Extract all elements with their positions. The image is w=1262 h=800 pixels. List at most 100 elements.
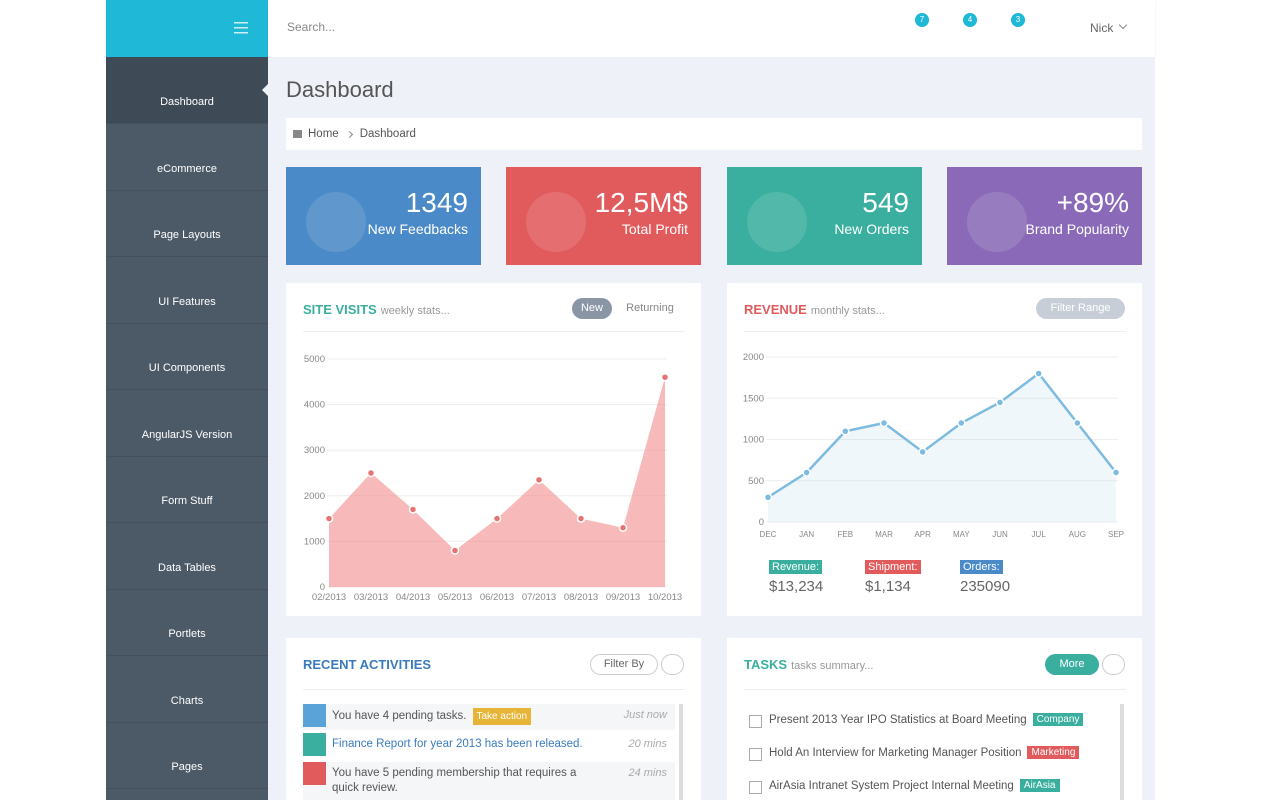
activity-bg	[303, 733, 675, 759]
nav-item[interactable]: AngularJS Version	[106, 390, 268, 457]
activity-text: Finance Report for year 2013 has been re…	[332, 738, 583, 750]
activity-text: You have 5 pending membership that requi…	[332, 767, 577, 794]
task-tag: Marketing	[1027, 746, 1080, 759]
activity-text: You have 4 pending tasks.	[332, 710, 467, 722]
task-checkbox[interactable]	[749, 715, 762, 728]
stat-watermark	[306, 192, 366, 252]
stat-watermark	[526, 192, 586, 252]
stat-watermark	[967, 192, 1027, 252]
breadcrumb-item: Dashboard	[359, 128, 416, 140]
summary-value: 235090	[960, 578, 1011, 595]
panel-title: TASKS tasks summary...	[744, 657, 873, 672]
notification-badge: 7	[915, 13, 929, 27]
home-icon	[293, 130, 302, 138]
stat-card: 12,5M$ Total Profit	[506, 167, 701, 265]
stat-value: 549	[862, 187, 909, 218]
tab-new[interactable]: New	[572, 298, 612, 319]
active-arrow	[262, 83, 269, 97]
notification-badge: 4	[963, 13, 977, 27]
action-tag[interactable]: Take action	[472, 708, 532, 725]
activity-row: You have 4 pending tasks. Take action	[332, 708, 592, 725]
expand-button[interactable]	[661, 654, 684, 675]
nav-item[interactable]: eCommerce	[106, 124, 268, 191]
divider	[744, 331, 1126, 332]
stat-label: New Feedbacks	[367, 221, 468, 237]
expand-button[interactable]	[1102, 654, 1125, 675]
nav-item[interactable]: Dashboard	[106, 57, 269, 124]
nav-item[interactable]: Form Stuff	[106, 456, 268, 523]
activity-bg	[303, 762, 675, 800]
breadcrumb-item[interactable]: Home	[308, 128, 339, 140]
panel-heading: REVENUE	[744, 302, 807, 317]
task-row: AirAsia Intranet System Project Internal…	[769, 779, 1060, 792]
activity-icon	[303, 733, 326, 756]
task-checkbox[interactable]	[749, 781, 762, 794]
user-name[interactable]: Nick	[1090, 21, 1114, 35]
page-title: Dashboard	[286, 77, 394, 102]
stat-value: 12,5M$	[594, 187, 688, 218]
panel	[286, 283, 701, 616]
activity-row: You have 5 pending membership that requi…	[332, 766, 592, 796]
breadcrumb-separator	[345, 130, 353, 138]
scrollbar	[1120, 704, 1124, 800]
stat-value: +89%	[1056, 187, 1129, 218]
notification-badge: 3	[1011, 13, 1025, 27]
logo-bar	[106, 0, 268, 57]
activity-time: Just now	[623, 709, 667, 721]
panel-heading: TASKS	[744, 657, 788, 672]
nav-item[interactable]: Portlets	[106, 589, 268, 656]
summary-value: $1,134	[865, 578, 911, 595]
divider	[303, 689, 685, 690]
task-checkbox[interactable]	[749, 748, 762, 761]
activity-time: 20 mins	[628, 738, 667, 750]
stat-card: 1349 New Feedbacks	[286, 167, 481, 265]
panel-title: REVENUE monthly stats...	[744, 302, 885, 317]
nav-label: Charts	[170, 694, 204, 707]
scrollbar	[679, 704, 683, 800]
nav-label: UI Components	[148, 362, 226, 374]
stat-label: New Orders	[834, 221, 909, 237]
nav-label: Page Layouts	[153, 229, 221, 241]
top-header	[268, 0, 1155, 57]
sidebar	[106, 57, 268, 800]
nav-label: eCommerce	[157, 162, 217, 175]
tab-returning[interactable]: Returning	[626, 302, 674, 314]
activity-time: 24 mins	[628, 767, 667, 779]
filter-by-button[interactable]: Filter By	[590, 654, 658, 675]
nav-item[interactable]: Page Layouts	[106, 190, 268, 257]
more-button[interactable]: More	[1045, 654, 1099, 675]
stat-watermark	[747, 192, 807, 252]
panel-title: SITE VISITS weekly stats...	[303, 302, 450, 317]
task-tag: Company	[1032, 713, 1084, 726]
filter-range-button[interactable]: Filter Range	[1036, 298, 1125, 319]
nav-item[interactable]: UI Components	[106, 323, 268, 390]
task-row: Hold An Interview for Marketing Manager …	[769, 746, 1080, 759]
task-text: Hold An Interview for Marketing Manager …	[769, 746, 1022, 759]
search-input[interactable]: Search...	[287, 20, 336, 34]
stat-label: Total Profit	[621, 221, 688, 237]
stat-card: 549 New Orders	[727, 167, 922, 265]
nav-label: UI Features	[158, 295, 216, 308]
panel-subtitle: weekly stats...	[380, 305, 450, 317]
divider	[303, 331, 685, 332]
menu-toggle[interactable]	[234, 21, 250, 35]
task-text: AirAsia Intranet System Project Internal…	[769, 779, 1014, 792]
nav-item[interactable]: Data Tables	[106, 523, 268, 590]
activity-icon	[303, 704, 326, 727]
nav-label: AngularJS Version	[141, 428, 233, 441]
activity-row[interactable]: Finance Report for year 2013 has been re…	[332, 737, 592, 752]
task-row: Present 2013 Year IPO Statistics at Boar…	[769, 713, 1084, 726]
panel-subtitle: tasks summary...	[791, 660, 874, 672]
summary-value: $13,234	[769, 578, 824, 595]
nav-label: Portlets	[168, 628, 206, 640]
nav-item[interactable]: UI Features	[106, 257, 268, 324]
nav-item[interactable]: Pages	[106, 722, 268, 789]
task-text: Present 2013 Year IPO Statistics at Boar…	[769, 713, 1027, 726]
panel-title: RECENT ACTIVITIES	[303, 657, 431, 672]
nav-item[interactable]: Charts	[106, 656, 268, 723]
nav-label: Dashboard	[160, 96, 214, 108]
panel-heading: SITE VISITS	[303, 302, 377, 317]
stat-label: Brand Popularity	[1025, 221, 1129, 237]
